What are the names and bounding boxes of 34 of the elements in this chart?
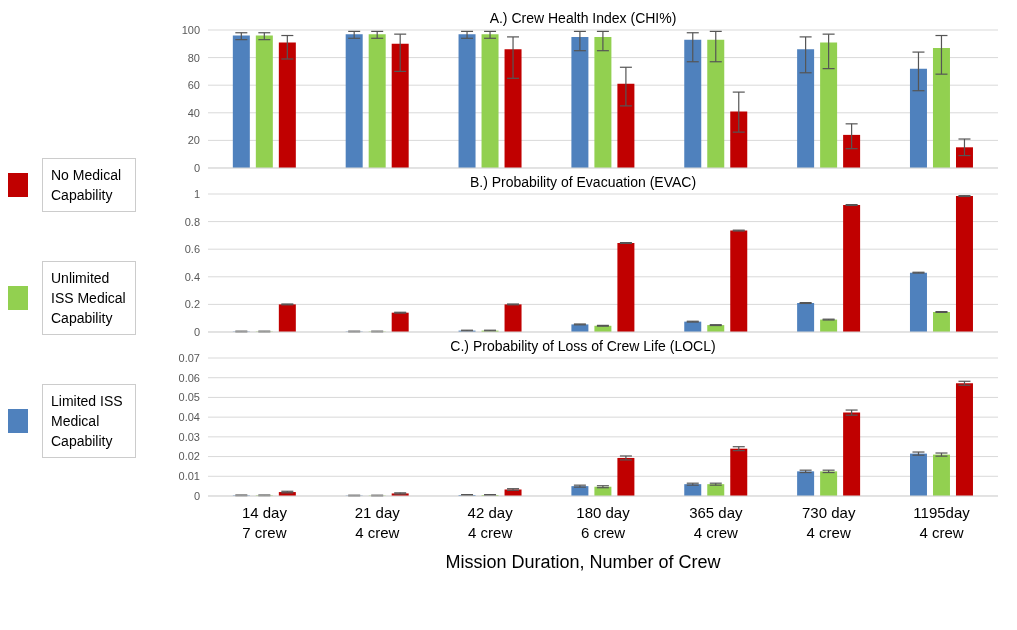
y-tick-label: 0.03 bbox=[178, 430, 200, 443]
x-tick-label: 180 day 6 crew bbox=[576, 504, 631, 541]
legend-label: Unlimited ISS Medical Capability bbox=[42, 261, 136, 335]
y-tick-label: 0.05 bbox=[178, 391, 200, 404]
chart-title: A.) Crew Health Index (CHI%) bbox=[481, 10, 685, 26]
x-tick-label: 21 day 4 crew bbox=[354, 504, 401, 541]
y-tick-label: 0.2 bbox=[184, 298, 200, 311]
legend-label: Limited ISS Medical Capability bbox=[42, 384, 136, 458]
x-tick-label: 14 day 7 crew bbox=[241, 504, 288, 541]
y-tick-label: 0.02 bbox=[178, 450, 200, 463]
chart-title: B.) Probability of Evacuation (EVAC) bbox=[461, 174, 705, 190]
y-tick-label: 20 bbox=[187, 134, 200, 147]
y-tick-label: 1 bbox=[193, 187, 200, 200]
y-tick-label: 0.06 bbox=[178, 371, 200, 384]
y-tick-label: 0.04 bbox=[178, 411, 200, 424]
y-tick-label: 0 bbox=[193, 161, 200, 174]
y-tick-label: 0.01 bbox=[178, 470, 200, 483]
legend-label: No Medical Capability bbox=[42, 158, 136, 212]
x-axis-title: Mission Duration, Number of Crew bbox=[444, 552, 722, 573]
y-tick-label: 0.8 bbox=[184, 215, 200, 228]
x-tick-label: 730 day 4 crew bbox=[802, 504, 856, 541]
y-tick-label: 0 bbox=[193, 489, 200, 502]
y-tick-label: 0 bbox=[193, 325, 200, 338]
x-tick-label: 365 day 4 crew bbox=[689, 504, 744, 541]
y-tick-label: 100 bbox=[181, 23, 200, 36]
y-tick-label: 0.4 bbox=[184, 270, 200, 283]
chart-title: C.) Probability of Loss of Crew Life (LOCL) bbox=[442, 338, 724, 354]
y-tick-label: 40 bbox=[187, 106, 200, 119]
y-tick-label: 60 bbox=[187, 79, 200, 92]
y-tick-label: 0.07 bbox=[178, 351, 200, 364]
y-tick-label: 0.6 bbox=[184, 243, 200, 256]
x-tick-label: 1195day 4 crew bbox=[913, 504, 971, 541]
y-tick-label: 80 bbox=[187, 51, 200, 64]
x-tick-label: 42 day 4 crew bbox=[467, 504, 514, 541]
